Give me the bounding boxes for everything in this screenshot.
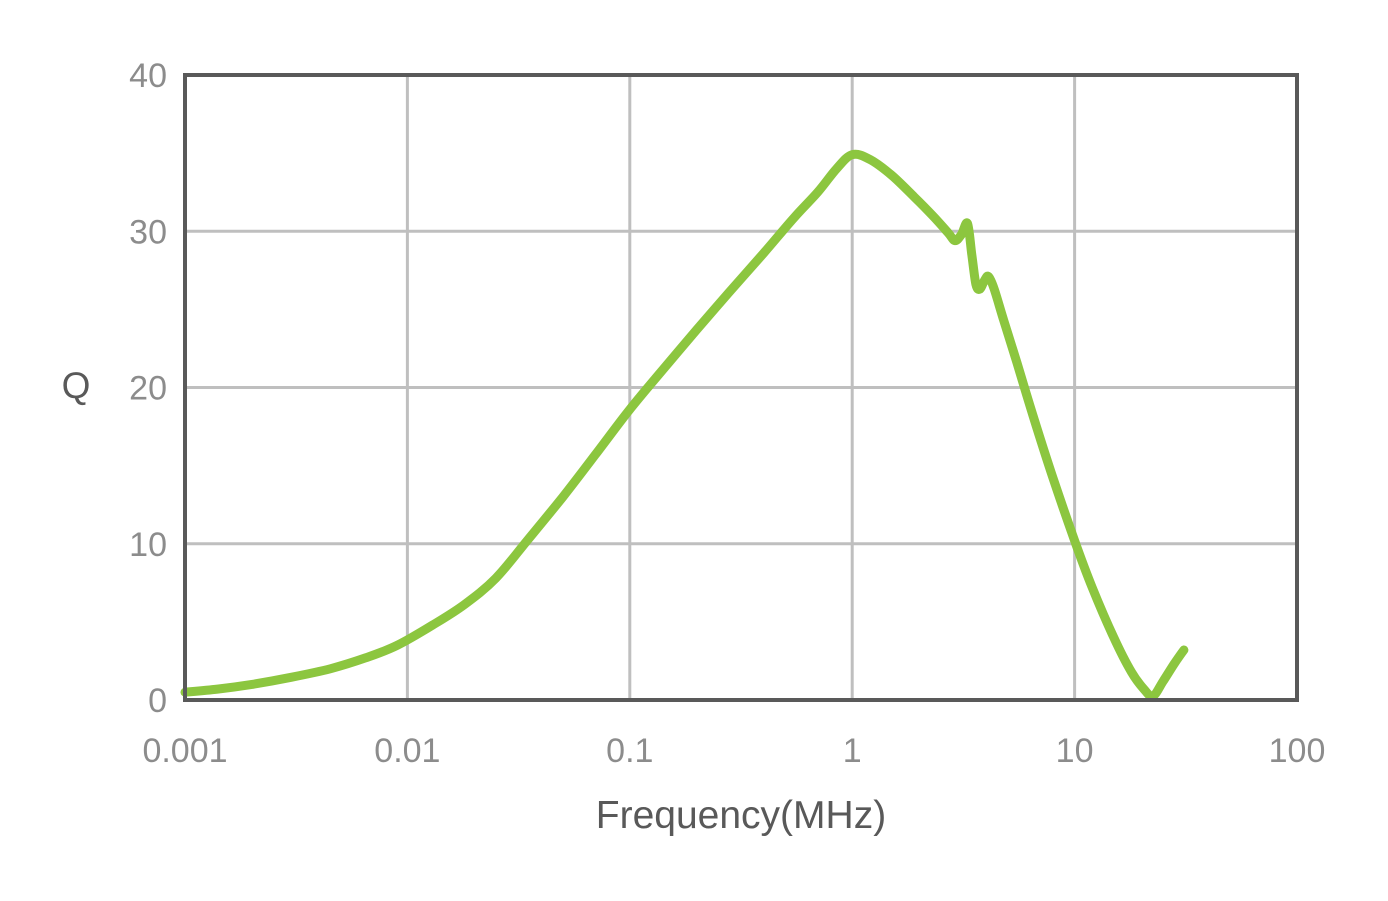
plot-frame	[183, 73, 1299, 702]
x-tick-label: 1	[843, 732, 862, 770]
data-series	[180, 149, 1189, 701]
x-axis-title: Frequency(MHz)	[596, 794, 886, 837]
y-tick-label: 10	[129, 526, 167, 564]
y-tick-label: 20	[129, 370, 167, 408]
x-tick-label: 100	[1269, 732, 1326, 770]
y-tick-label: 40	[129, 57, 167, 95]
y-tick-label: 0	[148, 682, 167, 720]
x-tick-label: 0.001	[142, 732, 227, 770]
gridlines	[185, 75, 1297, 700]
y-tick-label: 30	[129, 213, 167, 251]
y-axis-title: Q	[62, 365, 91, 406]
plot-border	[183, 73, 1299, 702]
x-tick-label: 0.1	[606, 732, 653, 770]
q-curve	[180, 149, 1189, 701]
x-tick-label: 10	[1056, 732, 1094, 770]
x-tick-label: 0.01	[374, 732, 440, 770]
tick-labels: 0.001 0.01 0.1 1 10 100 0 10 20 30 40	[129, 57, 1325, 770]
